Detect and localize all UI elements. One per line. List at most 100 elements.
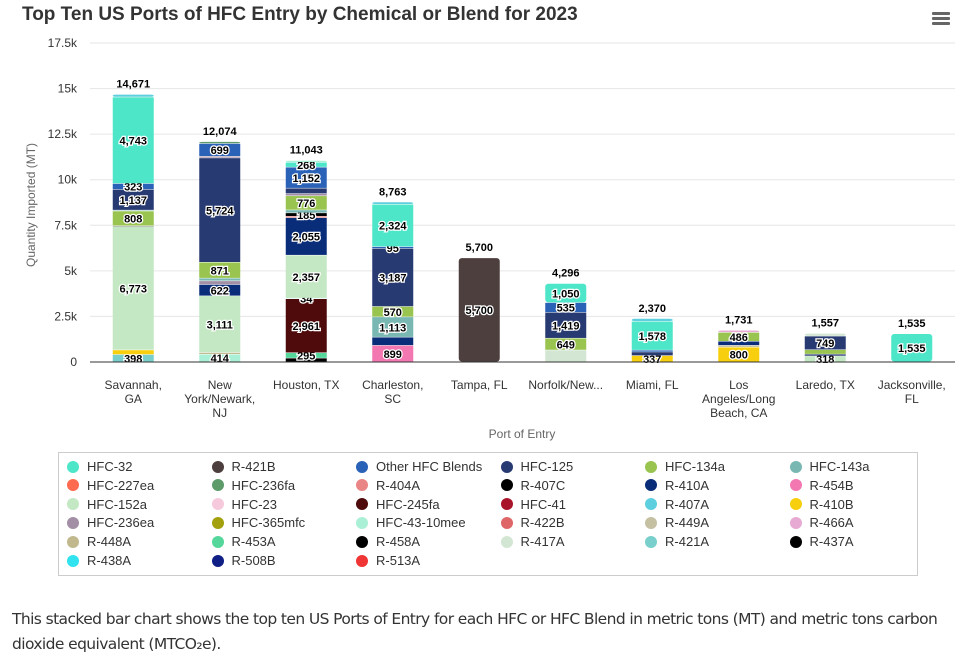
bar-segment[interactable]	[545, 350, 587, 362]
legend-item[interactable]: HFC-365mfc	[211, 515, 305, 530]
bar-segment[interactable]	[285, 299, 327, 353]
bar-segment[interactable]	[199, 354, 241, 362]
bar-segment[interactable]	[718, 345, 760, 347]
legend-item[interactable]: HFC-43-10mee	[356, 515, 466, 530]
bar-segment[interactable]	[631, 355, 673, 362]
bar-segment[interactable]	[718, 330, 760, 333]
bar-segment[interactable]	[285, 210, 327, 213]
bar-segment[interactable]	[199, 156, 241, 158]
bar-segment[interactable]	[372, 345, 414, 362]
bar-segment[interactable]	[112, 211, 154, 226]
bar-segment[interactable]	[804, 336, 846, 350]
legend-item[interactable]: HFC-245fa	[356, 497, 440, 512]
bar-segment[interactable]	[372, 204, 414, 247]
bar-segment[interactable]	[631, 350, 673, 352]
legend-item[interactable]: Other HFC Blends	[356, 459, 482, 474]
bar-segment[interactable]	[718, 332, 760, 341]
legend-item[interactable]: R-449A	[645, 515, 709, 530]
bar-segment[interactable]	[372, 248, 414, 307]
bar-segment[interactable]	[718, 347, 760, 362]
legend-item[interactable]: HFC-152a	[67, 497, 147, 512]
bar-segment[interactable]	[112, 354, 154, 362]
legend-item[interactable]: R-454B	[789, 478, 854, 493]
bar-segment[interactable]	[199, 284, 241, 296]
bar-segment[interactable]	[199, 296, 241, 353]
bar-segment[interactable]	[631, 352, 673, 356]
bar-segment[interactable]	[112, 94, 154, 97]
bar-segment[interactable]	[285, 217, 327, 255]
legend-item[interactable]: R-421A	[645, 534, 709, 549]
bar-stack[interactable]: 800 486 1,731	[718, 314, 760, 363]
bar-segment[interactable]	[804, 356, 846, 362]
bar-segment[interactable]	[891, 334, 933, 362]
bar-segment[interactable]	[112, 189, 154, 210]
bar-segment[interactable]	[285, 213, 327, 216]
legend-item[interactable]: R-458A	[356, 534, 420, 549]
bar-stack[interactable]: 318 749 1,557	[804, 318, 846, 367]
legend-item[interactable]: R-466A	[789, 515, 854, 530]
bar-segment[interactable]	[372, 306, 414, 317]
bar-segment[interactable]	[199, 352, 241, 354]
bar-stack[interactable]: 5,700 5,700	[458, 242, 500, 362]
bar-segment[interactable]	[545, 338, 587, 350]
bar-segment[interactable]	[804, 354, 846, 356]
bar-segment[interactable]	[285, 167, 327, 188]
bar-segment[interactable]	[199, 141, 241, 144]
bar-stack[interactable]: 1,535 1,535	[891, 318, 933, 362]
legend-item[interactable]: R-407A	[645, 497, 709, 512]
bar-segment[interactable]	[112, 183, 154, 190]
bar-segment[interactable]	[631, 321, 673, 350]
bar-segment[interactable]	[199, 143, 241, 157]
legend-item[interactable]: HFC-227ea	[67, 478, 154, 493]
bar-segment[interactable]	[285, 358, 327, 362]
legend-item[interactable]: HFC-32	[67, 459, 133, 474]
bar-segment[interactable]	[804, 350, 846, 354]
bar-segment[interactable]	[372, 337, 414, 346]
bar-segment[interactable]	[804, 333, 846, 336]
bar-stack[interactable]: 337 1,578 2,370	[631, 303, 673, 367]
bar-segment[interactable]	[285, 352, 327, 358]
bar-segment[interactable]	[199, 278, 241, 281]
legend-item[interactable]: R-404A	[356, 478, 420, 493]
legend-item[interactable]: R-407C	[500, 478, 565, 493]
bar-segment[interactable]	[372, 246, 414, 249]
bar-segment[interactable]	[372, 202, 414, 205]
legend-item[interactable]: HFC-125	[500, 459, 573, 474]
legend-item[interactable]: HFC-236fa	[211, 478, 295, 493]
bar-segment[interactable]	[285, 255, 327, 298]
legend-item[interactable]: R-422B	[500, 515, 565, 530]
bar-segment[interactable]	[285, 160, 327, 163]
legend-item[interactable]: R-438A	[67, 553, 131, 568]
bar-segment[interactable]	[372, 317, 414, 337]
legend-item[interactable]: R-513A	[356, 553, 420, 568]
legend-item[interactable]: HFC-23	[211, 497, 277, 512]
bar-segment[interactable]	[112, 97, 154, 184]
bar-segment[interactable]	[718, 341, 760, 346]
bar-segment[interactable]	[631, 318, 673, 322]
legend-item[interactable]: HFC-134a	[645, 459, 725, 474]
legend-item[interactable]: R-448A	[67, 534, 131, 549]
bar-segment[interactable]	[199, 281, 241, 285]
legend-item[interactable]: R-508B	[211, 553, 276, 568]
legend-item[interactable]: R-453A	[211, 534, 276, 549]
bar-segment[interactable]	[112, 350, 154, 355]
bar-stack[interactable]: 414 3,111 622 871 5,724 699 12,074	[199, 126, 241, 366]
bar-segment[interactable]	[199, 262, 241, 278]
bar-segment[interactable]	[285, 193, 327, 196]
bar-segment[interactable]	[112, 226, 154, 350]
legend-item[interactable]: R-410A	[645, 478, 709, 493]
bar-segment[interactable]	[545, 283, 587, 303]
bar-segment[interactable]	[285, 188, 327, 194]
bar-segment[interactable]	[545, 312, 587, 338]
bar-segment[interactable]	[545, 302, 587, 313]
legend-item[interactable]: HFC-41	[500, 497, 566, 512]
bar-segment[interactable]	[458, 258, 500, 362]
legend-item[interactable]: HFC-236ea	[67, 515, 154, 530]
bar-segment[interactable]	[285, 196, 327, 210]
bar-segment[interactable]	[199, 158, 241, 263]
hamburger-menu-icon[interactable]	[932, 12, 950, 26]
bar-stack[interactable]: 649 1,419 535 1,050 4,296	[545, 268, 587, 362]
